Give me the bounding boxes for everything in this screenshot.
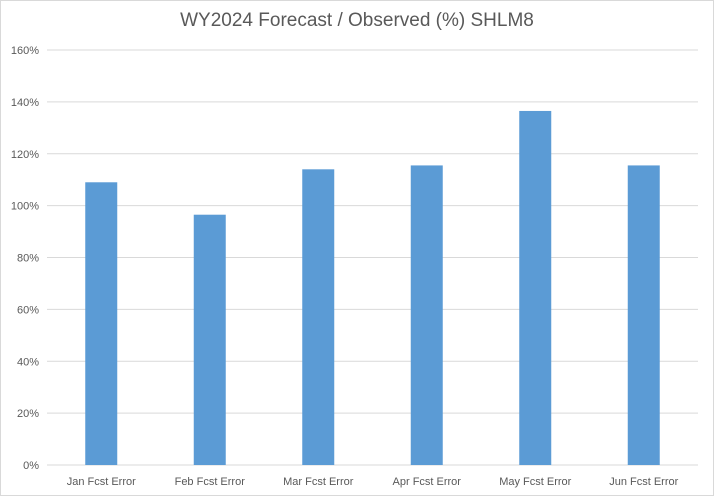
y-tick-label: 60% bbox=[17, 304, 39, 316]
y-tick-label: 100% bbox=[11, 201, 39, 213]
bar bbox=[302, 169, 335, 465]
x-tick-label: May Fcst Error bbox=[499, 476, 571, 488]
y-tick-label: 120% bbox=[11, 149, 39, 161]
x-tick-label: Jan Fcst Error bbox=[67, 476, 136, 488]
y-tick-label: 0% bbox=[23, 460, 39, 472]
bar bbox=[410, 165, 443, 465]
y-tick-label: 20% bbox=[17, 408, 39, 420]
y-tick-label: 40% bbox=[17, 356, 39, 368]
x-tick-label: Feb Fcst Error bbox=[175, 476, 246, 488]
y-tick-label: 160% bbox=[11, 45, 39, 57]
bar bbox=[627, 165, 660, 465]
x-tick-label: Apr Fcst Error bbox=[393, 476, 462, 488]
x-tick-label: Mar Fcst Error bbox=[283, 476, 354, 488]
y-tick-label: 140% bbox=[11, 97, 39, 109]
bar bbox=[193, 214, 226, 465]
chart-title: WY2024 Forecast / Observed (%) SHLM8 bbox=[180, 10, 534, 31]
x-tick-label: Jun Fcst Error bbox=[609, 476, 678, 488]
bar bbox=[519, 110, 552, 465]
bar bbox=[85, 182, 118, 465]
y-tick-label: 80% bbox=[17, 253, 39, 265]
